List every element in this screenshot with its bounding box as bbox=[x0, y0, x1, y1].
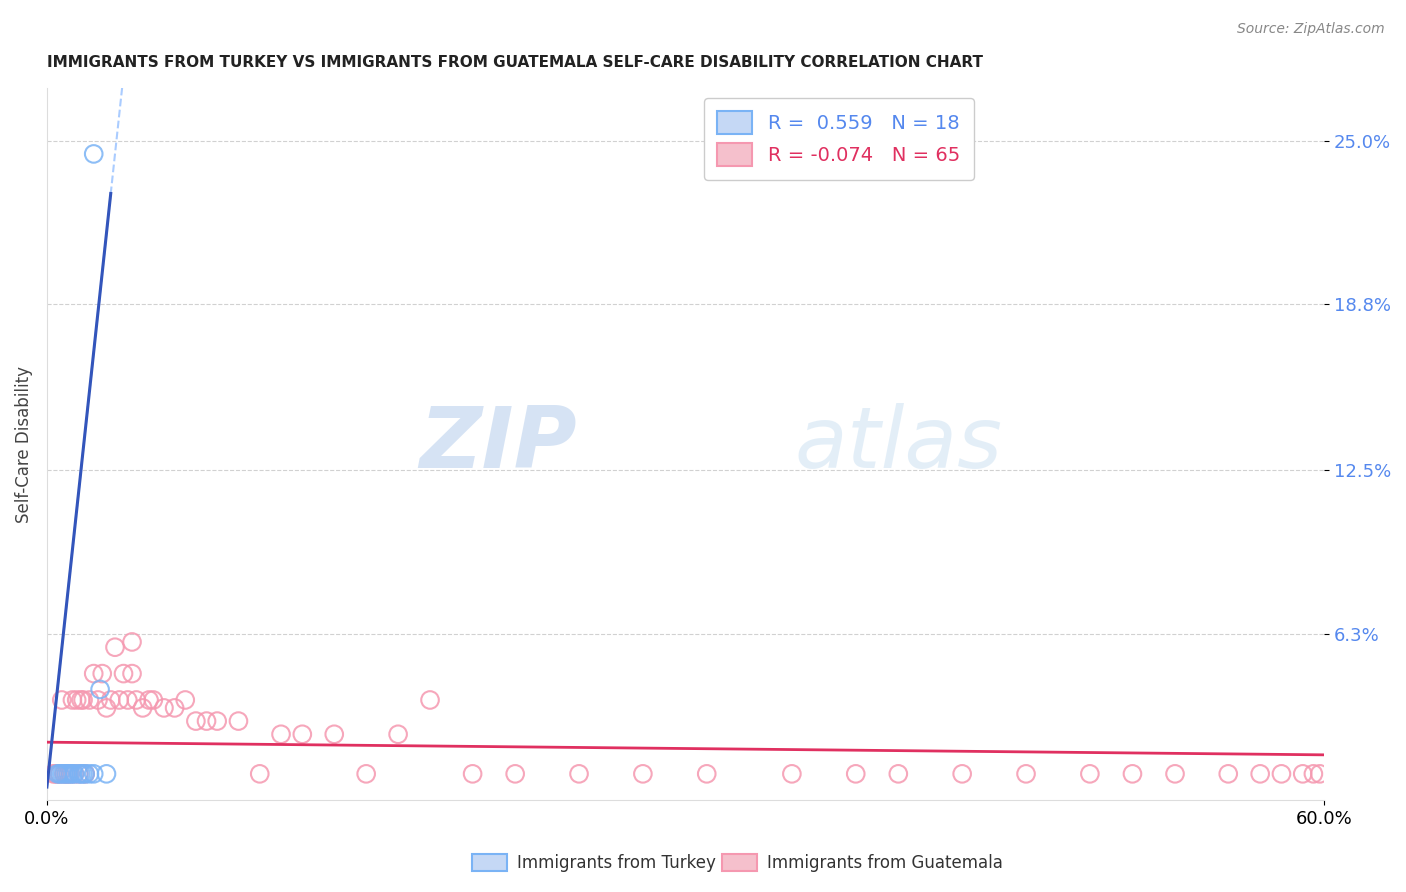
Point bbox=[63, 767, 86, 781]
Point bbox=[138, 693, 160, 707]
Point bbox=[59, 767, 82, 781]
Point bbox=[104, 640, 127, 655]
Point bbox=[1218, 767, 1240, 781]
Point bbox=[75, 767, 97, 781]
Point bbox=[195, 714, 218, 728]
Point bbox=[75, 767, 97, 781]
Point bbox=[66, 693, 89, 707]
Point bbox=[174, 693, 197, 707]
Text: ZIP: ZIP bbox=[419, 402, 576, 485]
Point bbox=[62, 693, 84, 707]
Y-axis label: Self-Care Disability: Self-Care Disability bbox=[15, 366, 32, 523]
Point bbox=[70, 767, 93, 781]
Point bbox=[291, 727, 314, 741]
Point bbox=[63, 767, 86, 781]
Point bbox=[125, 693, 148, 707]
Point bbox=[1164, 767, 1187, 781]
Point bbox=[205, 714, 228, 728]
Point bbox=[46, 767, 69, 781]
Point bbox=[419, 693, 441, 707]
Point bbox=[249, 767, 271, 781]
Text: Source: ZipAtlas.com: Source: ZipAtlas.com bbox=[1237, 22, 1385, 37]
Point bbox=[780, 767, 803, 781]
Point bbox=[503, 767, 526, 781]
Point bbox=[568, 767, 591, 781]
Point bbox=[52, 767, 75, 781]
Point bbox=[112, 666, 135, 681]
Point bbox=[52, 767, 75, 781]
Point bbox=[59, 767, 82, 781]
Point bbox=[83, 767, 105, 781]
Point bbox=[79, 767, 101, 781]
Point bbox=[270, 727, 292, 741]
Point bbox=[91, 666, 114, 681]
Point bbox=[887, 767, 910, 781]
Point bbox=[79, 693, 101, 707]
Point bbox=[142, 693, 165, 707]
Point bbox=[87, 693, 110, 707]
Point bbox=[62, 767, 84, 781]
Point bbox=[67, 767, 90, 781]
Point bbox=[1078, 767, 1101, 781]
Point bbox=[1015, 767, 1038, 781]
Point bbox=[228, 714, 250, 728]
Point bbox=[696, 767, 718, 781]
Point bbox=[153, 701, 176, 715]
Point bbox=[70, 693, 93, 707]
Text: atlas: atlas bbox=[794, 402, 1002, 485]
Point bbox=[72, 693, 94, 707]
Point bbox=[108, 693, 131, 707]
Point bbox=[354, 767, 377, 781]
Text: Immigrants from Turkey: Immigrants from Turkey bbox=[517, 854, 716, 871]
Point bbox=[83, 147, 105, 161]
Point bbox=[72, 767, 94, 781]
Legend: R =  0.559   N = 18, R = -0.074   N = 65: R = 0.559 N = 18, R = -0.074 N = 65 bbox=[703, 98, 974, 179]
Point bbox=[1270, 767, 1292, 781]
Point bbox=[387, 727, 409, 741]
Point bbox=[184, 714, 207, 728]
Text: IMMIGRANTS FROM TURKEY VS IMMIGRANTS FROM GUATEMALA SELF-CARE DISABILITY CORRELA: IMMIGRANTS FROM TURKEY VS IMMIGRANTS FRO… bbox=[46, 55, 983, 70]
Point bbox=[100, 693, 122, 707]
Point bbox=[56, 767, 79, 781]
Point bbox=[950, 767, 973, 781]
Point bbox=[51, 767, 73, 781]
Point bbox=[1249, 767, 1271, 781]
Point bbox=[56, 767, 79, 781]
Point bbox=[55, 767, 77, 781]
Point bbox=[1302, 767, 1324, 781]
Point bbox=[96, 701, 118, 715]
Point bbox=[44, 767, 66, 781]
Text: Immigrants from Guatemala: Immigrants from Guatemala bbox=[768, 854, 1004, 871]
Point bbox=[96, 767, 118, 781]
Point bbox=[55, 767, 77, 781]
Point bbox=[1121, 767, 1143, 781]
Point bbox=[163, 701, 186, 715]
Point bbox=[323, 727, 346, 741]
Point bbox=[461, 767, 484, 781]
Point bbox=[83, 666, 105, 681]
Point bbox=[131, 701, 153, 715]
Point bbox=[845, 767, 868, 781]
Point bbox=[48, 767, 70, 781]
Point bbox=[48, 767, 70, 781]
Point bbox=[1309, 767, 1331, 781]
Point bbox=[51, 693, 73, 707]
Point bbox=[631, 767, 654, 781]
Point bbox=[121, 666, 143, 681]
Point bbox=[117, 693, 139, 707]
Point bbox=[121, 635, 143, 649]
Point bbox=[67, 767, 90, 781]
Point bbox=[89, 682, 111, 697]
Point bbox=[46, 767, 69, 781]
Point bbox=[1292, 767, 1315, 781]
Point bbox=[42, 767, 65, 781]
